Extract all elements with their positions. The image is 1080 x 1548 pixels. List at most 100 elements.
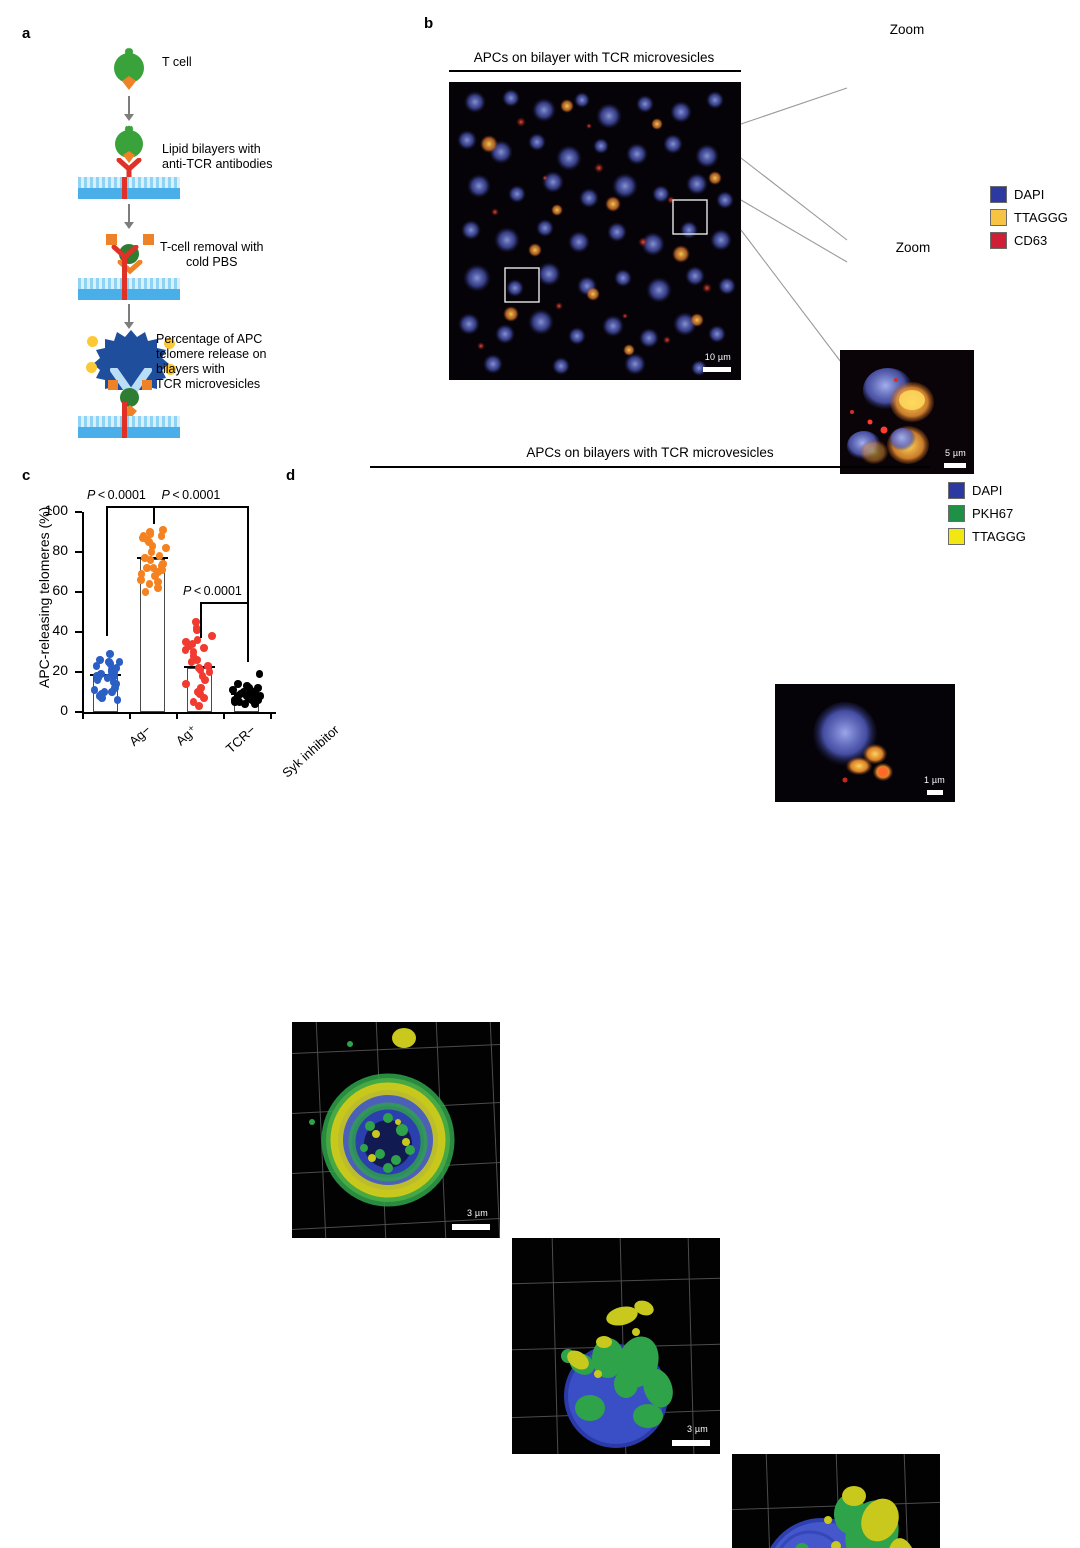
bilayer-2 (78, 245, 180, 300)
data-point (96, 656, 104, 664)
panel-d-image-1: 3 µm (292, 1022, 500, 1238)
data-point (234, 692, 242, 700)
panel-b-zoom-top-scalebar (944, 463, 966, 468)
data-point (108, 668, 116, 676)
legend-label: TTAGGG (1014, 210, 1068, 225)
y-tick-label: 0 (60, 702, 68, 718)
panel-d-legend: DAPI PKH67 TTAGGG (948, 482, 1026, 551)
arrow-3 (128, 304, 130, 324)
panel-b-title-rule (449, 70, 741, 72)
panel-d-image-2: 3 µm (512, 1238, 720, 1454)
data-point (195, 702, 203, 710)
data-point (98, 694, 106, 702)
y-tick-label: 80 (52, 542, 68, 558)
significance-bracket-2 (152, 506, 247, 508)
x-tick-mark (223, 712, 225, 719)
telomere-dot (165, 364, 176, 375)
data-point (157, 532, 166, 540)
y-tick-label: 100 (44, 502, 68, 518)
tcr-square (143, 234, 154, 245)
data-point (235, 698, 244, 706)
tcr-square (106, 234, 117, 245)
data-point (159, 526, 167, 534)
data-point (193, 656, 201, 664)
arrow-head-3 (124, 322, 134, 329)
panel-b-zoom-bottom-label: Zoom (895, 240, 931, 255)
schematic-label-tcell: T cell (162, 55, 192, 69)
panel-a-schematic: T cell Lipid bilayers with anti-TCR (20, 40, 280, 438)
panel-d-title: APCs on bilayers with TCR microvesicles (526, 445, 774, 460)
data-point (187, 658, 196, 666)
bilayer-1 (78, 177, 180, 199)
data-point (157, 562, 166, 570)
legend-item-ttaggg-d: TTAGGG (948, 528, 1026, 545)
significance-bracket-1 (105, 506, 153, 508)
data-point (154, 568, 162, 576)
data-point (255, 670, 264, 678)
bracket-leg (105, 506, 108, 636)
arrow-2 (128, 204, 130, 224)
data-point (90, 686, 99, 694)
y-tick-label: 40 (52, 622, 68, 638)
ttaggg-swatch (990, 209, 1007, 226)
antibody-icon (116, 157, 142, 185)
data-point (241, 700, 249, 708)
tcr-square (108, 380, 118, 390)
data-point (145, 580, 154, 588)
bracket-leg (246, 506, 249, 662)
data-point (250, 690, 259, 698)
schematic-microvesicle-2 (102, 380, 158, 419)
data-point (185, 642, 193, 650)
data-point (231, 698, 239, 706)
micrograph-render (449, 82, 741, 380)
tcell-icon (114, 47, 144, 90)
y-tick-mark (75, 711, 82, 713)
panel-a-letter: a (22, 25, 31, 42)
data-point (189, 648, 198, 656)
legend-item-dapi: DAPI (990, 186, 1068, 203)
data-point (197, 684, 205, 692)
data-point (189, 652, 198, 660)
panel-b-main-image: 10 µm (449, 82, 741, 380)
data-point (162, 544, 170, 552)
x-axis-label-4: Syk inhibitor (278, 722, 342, 781)
data-point (97, 670, 105, 678)
data-point (196, 690, 204, 698)
x-axis (82, 712, 276, 714)
legend-label: TTAGGG (972, 529, 1026, 544)
panel-d-scalebar-1 (452, 1224, 490, 1230)
data-point (254, 684, 262, 692)
data-point (115, 658, 124, 666)
p-value-label-3: P < 0.0001 (183, 584, 242, 598)
data-point (196, 666, 205, 674)
panel-b-zoom-bottom-scalebar-label: 1 µm (924, 775, 945, 785)
significance-bracket-3 (199, 602, 247, 604)
legend-label: DAPI (972, 483, 1003, 498)
p-value-label-1: P < 0.0001 (87, 488, 146, 502)
vesicle-arms-icon (110, 368, 152, 394)
x-axis-label-1: Ag− (125, 722, 154, 749)
schematic-label-telomere: Percentage of APC telomere release on bi… (156, 332, 267, 391)
data-point (154, 584, 162, 592)
data-point (205, 668, 214, 676)
panel-d-title-rule (370, 466, 930, 468)
data-point (256, 692, 265, 700)
data-point (154, 578, 162, 586)
legend-item-dapi-d: DAPI (948, 482, 1026, 499)
data-point (137, 576, 145, 584)
data-point (106, 660, 115, 668)
render-3 (732, 1454, 940, 1548)
panel-b-zoom-top-label: Zoom (889, 22, 925, 37)
panel-d-image-3: 3 µm (732, 1454, 940, 1548)
zoom-top-render (840, 350, 974, 474)
panel-b-zoom-bottom-image: 1 µm (775, 684, 955, 802)
ttaggg-swatch (948, 528, 965, 545)
data-point (189, 698, 198, 706)
legend-label: CD63 (1014, 233, 1048, 248)
panel-b-zoom-top-scalebar-label: 5 µm (945, 448, 966, 458)
data-point (141, 588, 150, 596)
data-point (198, 672, 207, 680)
bracket-leg (152, 506, 155, 524)
x-tick-mark (129, 712, 131, 719)
bracket-leg (199, 602, 202, 638)
